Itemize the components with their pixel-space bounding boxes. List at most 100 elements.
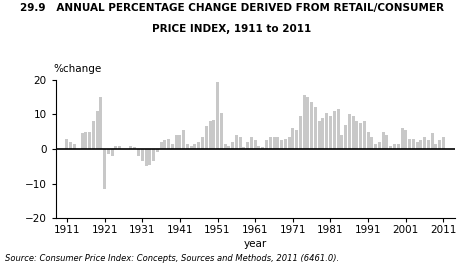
Bar <box>103 149 106 189</box>
Text: Source: Consumer Price Index: Concepts, Sources and Methods, 2011 (6461.0).: Source: Consumer Price Index: Concepts, … <box>5 254 338 263</box>
Bar <box>317 121 320 149</box>
Bar <box>419 140 421 149</box>
Bar <box>433 144 437 149</box>
Bar <box>174 135 177 149</box>
Bar <box>294 130 297 149</box>
Bar <box>426 140 429 149</box>
Bar <box>227 146 230 149</box>
Bar <box>291 128 294 149</box>
Bar <box>69 142 72 149</box>
Bar <box>163 140 166 149</box>
Bar <box>422 137 425 149</box>
Bar <box>298 116 301 149</box>
Bar <box>283 139 286 149</box>
X-axis label: year: year <box>243 239 266 249</box>
Bar <box>430 134 433 149</box>
Bar <box>343 125 346 149</box>
Bar <box>148 149 151 164</box>
Bar <box>152 149 155 161</box>
Bar <box>403 130 407 149</box>
Bar <box>313 107 316 149</box>
Bar <box>219 113 222 149</box>
Bar <box>272 137 275 149</box>
Bar <box>373 144 376 149</box>
Bar <box>377 142 380 149</box>
Bar <box>242 147 245 149</box>
Bar <box>366 132 369 149</box>
Bar <box>355 121 357 149</box>
Bar <box>92 121 94 149</box>
Bar <box>309 102 313 149</box>
Bar <box>441 137 444 149</box>
Bar <box>65 139 69 149</box>
Bar <box>234 135 238 149</box>
Bar <box>231 142 234 149</box>
Bar <box>156 149 158 152</box>
Bar <box>186 144 188 149</box>
Bar <box>110 149 113 156</box>
Bar <box>321 118 324 149</box>
Bar <box>351 116 354 149</box>
Bar <box>396 144 399 149</box>
Bar <box>400 128 403 149</box>
Bar <box>129 146 132 149</box>
Bar <box>325 113 327 149</box>
Bar <box>81 134 83 149</box>
Bar <box>133 147 136 149</box>
Bar <box>140 149 144 161</box>
Bar <box>88 132 91 149</box>
Bar <box>332 111 335 149</box>
Bar <box>264 140 268 149</box>
Bar <box>238 137 241 149</box>
Bar <box>84 132 87 149</box>
Bar <box>212 120 215 149</box>
Bar <box>170 144 174 149</box>
Bar <box>208 121 211 149</box>
Bar <box>362 121 365 149</box>
Bar <box>159 142 162 149</box>
Bar <box>268 137 271 149</box>
Bar <box>347 114 350 149</box>
Bar <box>306 97 309 149</box>
Bar <box>95 111 98 149</box>
Bar <box>336 109 339 149</box>
Bar <box>167 139 170 149</box>
Bar <box>358 123 361 149</box>
Bar <box>193 144 196 149</box>
Bar <box>437 140 440 149</box>
Bar <box>99 97 102 149</box>
Bar <box>369 137 373 149</box>
Bar <box>257 146 260 149</box>
Bar <box>280 140 282 149</box>
Bar <box>250 137 252 149</box>
Bar <box>253 140 256 149</box>
Bar <box>73 144 76 149</box>
Text: %change: %change <box>54 64 102 74</box>
Bar <box>385 135 388 149</box>
Bar <box>114 146 117 149</box>
Bar <box>137 149 140 156</box>
Bar <box>411 139 414 149</box>
Bar <box>216 81 219 149</box>
Bar <box>275 137 279 149</box>
Bar <box>144 149 147 166</box>
Bar <box>407 139 410 149</box>
Bar <box>223 144 226 149</box>
Bar <box>328 116 332 149</box>
Bar <box>246 142 249 149</box>
Bar <box>197 142 200 149</box>
Text: 29.9   ANNUAL PERCENTAGE CHANGE DERIVED FROM RETAIL/CONSUMER: 29.9 ANNUAL PERCENTAGE CHANGE DERIVED FR… <box>20 3 443 13</box>
Text: PRICE INDEX, 1911 to 2011: PRICE INDEX, 1911 to 2011 <box>152 24 311 34</box>
Bar <box>415 142 418 149</box>
Bar <box>204 127 207 149</box>
Bar <box>381 132 384 149</box>
Bar <box>287 137 290 149</box>
Bar <box>178 135 181 149</box>
Bar <box>200 137 204 149</box>
Bar <box>261 147 263 149</box>
Bar <box>339 135 343 149</box>
Bar <box>388 146 391 149</box>
Bar <box>189 146 192 149</box>
Bar <box>182 130 185 149</box>
Bar <box>392 144 395 149</box>
